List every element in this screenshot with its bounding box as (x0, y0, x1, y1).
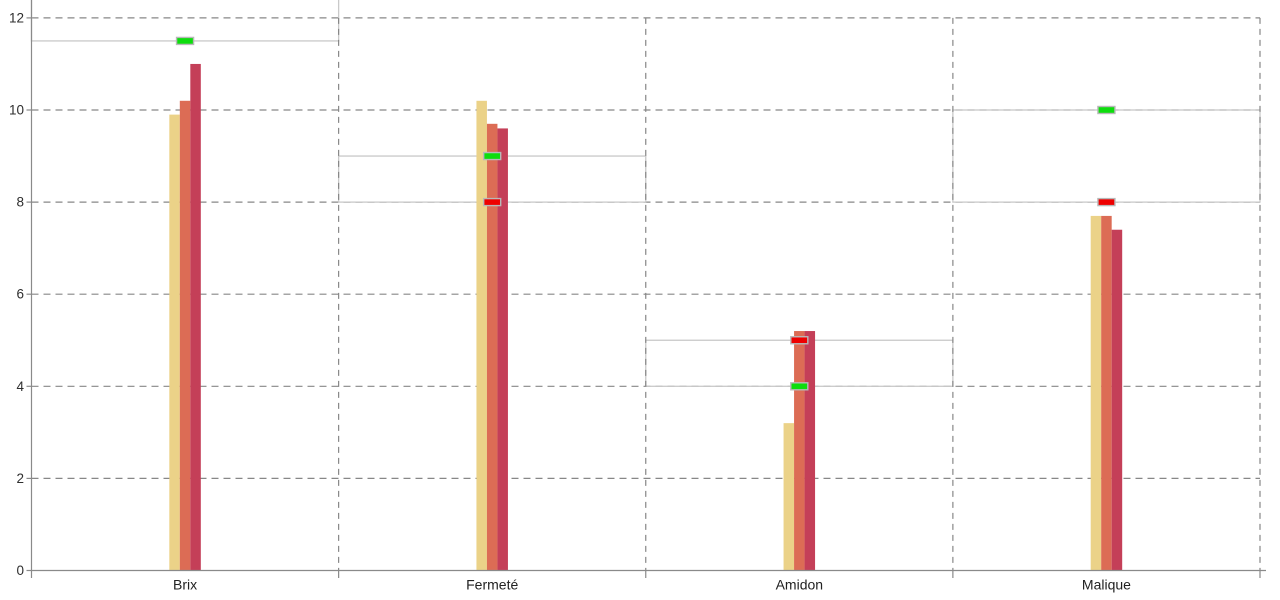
category-label: Brix (173, 577, 197, 593)
bar (476, 100, 487, 571)
y-tick-label: 10 (9, 103, 24, 118)
y-tick-label: 0 (16, 563, 24, 578)
category-label: Amidon (776, 577, 823, 593)
reference-band (952, 109, 1261, 203)
bar (190, 63, 201, 571)
bar (1090, 215, 1102, 571)
red-target-marker (790, 336, 809, 345)
y-tick-label: 6 (16, 287, 24, 302)
bar (169, 114, 180, 571)
green-target-marker (1097, 105, 1116, 115)
bar (1101, 215, 1112, 571)
bar (1111, 229, 1123, 571)
category-label: Fermeté (466, 577, 518, 593)
bar (497, 128, 508, 571)
bar (179, 100, 191, 571)
bar (486, 123, 498, 571)
green-target-marker (790, 382, 809, 391)
green-target-marker (482, 151, 502, 161)
red-target-marker (482, 197, 502, 207)
green-target-marker (175, 36, 195, 46)
reference-band (30, 0, 340, 42)
y-tick-label: 12 (9, 10, 24, 25)
category-label: Malique (1082, 577, 1131, 593)
bar (804, 331, 816, 571)
bar (794, 331, 805, 571)
red-target-marker (1097, 197, 1116, 207)
y-tick-label: 2 (16, 471, 24, 486)
y-tick-label: 4 (16, 379, 24, 394)
y-tick-label: 8 (16, 195, 24, 210)
bar (783, 423, 795, 571)
